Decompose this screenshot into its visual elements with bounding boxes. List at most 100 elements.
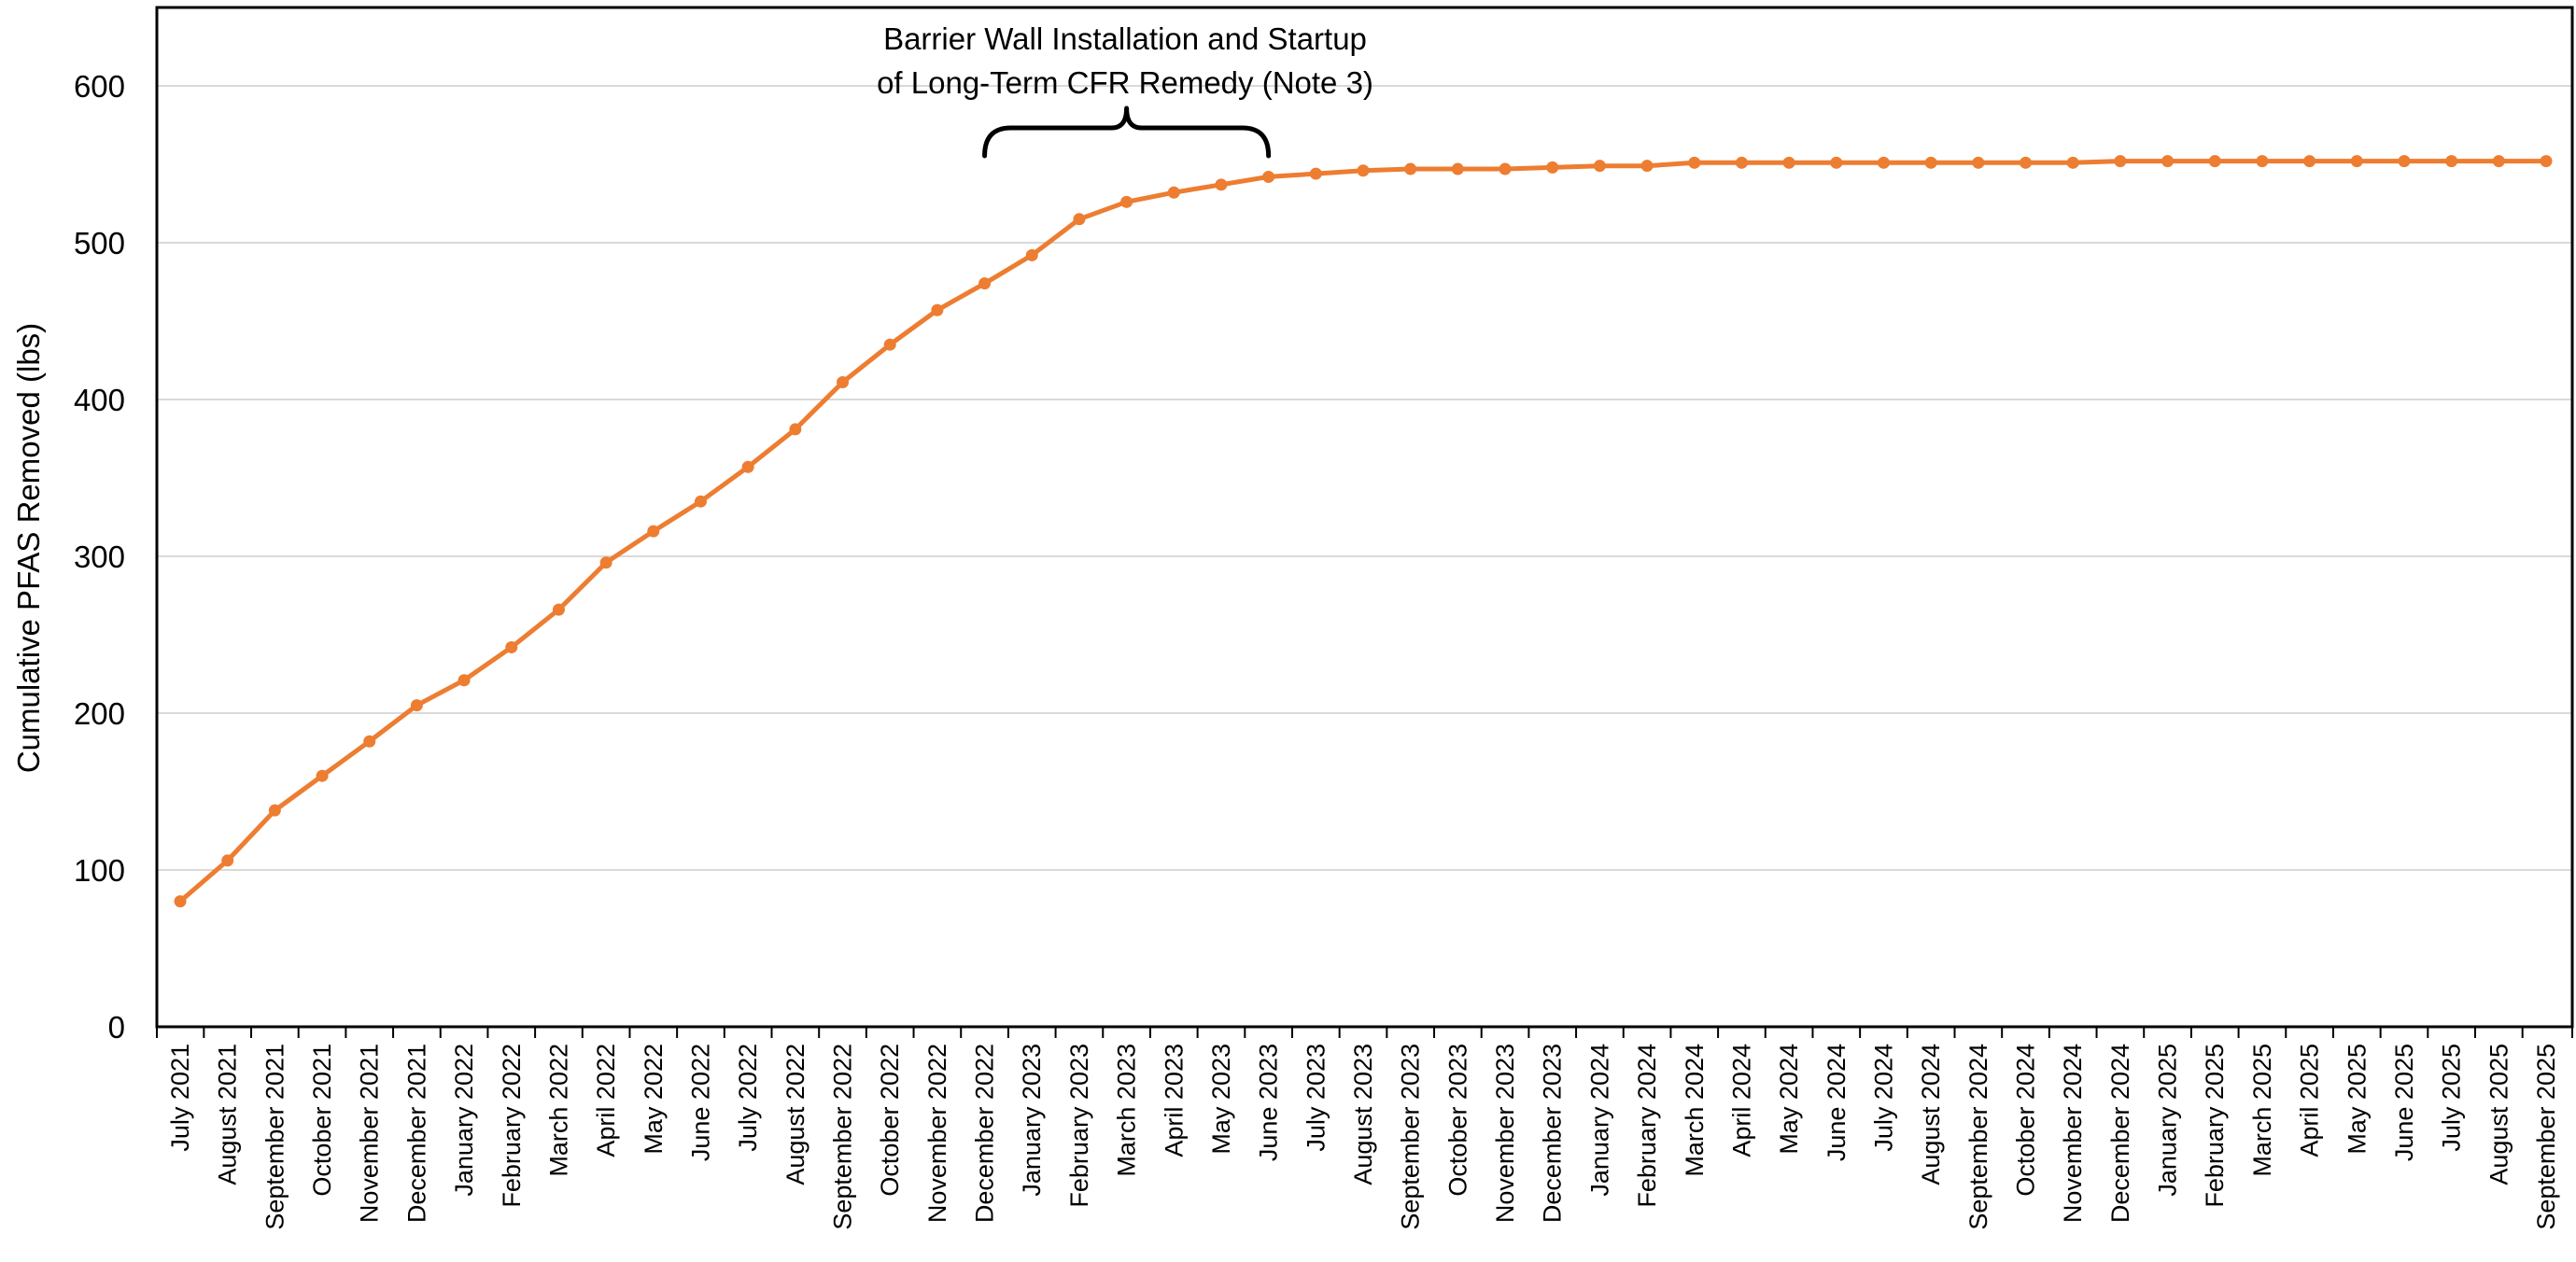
x-tick-label: January 2023 [1018, 1044, 1046, 1197]
data-point [2492, 155, 2505, 168]
x-tick-label: June 2024 [1823, 1044, 1851, 1161]
data-point [1924, 156, 1937, 169]
x-tick-label: June 2022 [686, 1044, 714, 1161]
x-tick-label: March 2022 [544, 1044, 572, 1177]
data-point [978, 277, 992, 290]
annotation: Barrier Wall Installation and Startup of … [877, 21, 1373, 159]
x-tick-label: May 2024 [1775, 1044, 1803, 1155]
annotation-text-line: Barrier Wall Installation and Startup [883, 21, 1367, 56]
data-point [221, 854, 234, 867]
y-axis-title: Cumulative PFAS Removed (lbs) [11, 323, 46, 773]
data-point [1357, 164, 1370, 177]
x-tick-label: February 2022 [498, 1044, 526, 1208]
data-point [1073, 213, 1086, 226]
x-tick-label: June 2023 [1255, 1044, 1283, 1161]
data-point [2066, 156, 2079, 169]
data-point [1215, 178, 1228, 191]
data-point [505, 640, 518, 653]
data-point [2350, 155, 2363, 168]
data-point [1593, 160, 1606, 173]
data-point [1546, 161, 1559, 174]
data-point [1404, 162, 1417, 175]
data-point [1025, 248, 1038, 261]
data-point [837, 376, 850, 389]
annotation-text-line: of Long-Term CFR Remedy (Note 3) [877, 65, 1373, 100]
x-tick-label: July 2021 [166, 1044, 194, 1152]
data-point [1499, 162, 1512, 175]
x-tick-label: August 2024 [1917, 1044, 1945, 1185]
data-point [883, 338, 896, 351]
x-tick-label: October 2022 [876, 1044, 904, 1197]
y-tick-label: 0 [108, 1010, 125, 1045]
data-point [1262, 170, 1275, 183]
y-tick-label: 200 [74, 696, 125, 731]
y-tick-label: 500 [74, 226, 125, 260]
data-point [647, 525, 660, 538]
x-tick-label: November 2023 [1491, 1044, 1519, 1223]
data-point [1877, 156, 1890, 169]
data-point [268, 804, 281, 817]
data-point [1830, 156, 1843, 169]
data-point [741, 460, 754, 473]
data-point [2540, 155, 2553, 168]
x-tick-label: May 2023 [1207, 1044, 1235, 1155]
data-point [1972, 156, 1985, 169]
x-tick-label: August 2023 [1349, 1044, 1377, 1185]
x-tick-label: February 2024 [1633, 1044, 1661, 1208]
x-tick-label: April 2025 [2296, 1044, 2324, 1157]
data-point [2020, 156, 2033, 169]
data-point [694, 495, 707, 508]
data-point [363, 735, 376, 748]
data-point [1640, 160, 1654, 173]
y-tick-label: 400 [74, 383, 125, 417]
x-tick-label: September 2022 [829, 1044, 857, 1230]
x-tick-label: May 2022 [640, 1044, 668, 1155]
x-tick-label: December 2024 [2106, 1044, 2134, 1223]
data-point [1688, 156, 1701, 169]
data-point [2161, 155, 2175, 168]
x-tick-label: April 2024 [1727, 1044, 1755, 1157]
x-tick-label: September 2023 [1397, 1044, 1425, 1230]
data-point [1782, 156, 1795, 169]
data-point [789, 423, 802, 436]
data-point [2445, 155, 2458, 168]
y-tick-label: 300 [74, 540, 125, 574]
x-tick-label: July 2023 [1302, 1044, 1330, 1152]
x-tick-label: April 2022 [592, 1044, 620, 1157]
data-point [316, 769, 329, 782]
data-point [599, 556, 612, 569]
data-point [2114, 155, 2127, 168]
data-point [1309, 167, 1322, 180]
data-point [174, 895, 187, 908]
x-tick-label: January 2024 [1585, 1044, 1613, 1197]
x-axis-ticks: July 2021 August 2021 September 2021 Octobe… [156, 1027, 2573, 1230]
y-tick-label: 100 [74, 853, 125, 888]
data-point [552, 603, 565, 616]
x-tick-label: March 2025 [2248, 1044, 2276, 1177]
data-point [410, 699, 423, 712]
x-tick-label: June 2025 [2390, 1044, 2418, 1161]
data-point [2208, 155, 2221, 168]
x-tick-label: December 2023 [1539, 1044, 1567, 1223]
x-tick-label: September 2024 [1964, 1044, 1992, 1230]
data-point [2303, 155, 2316, 168]
data-point [2398, 155, 2411, 168]
x-tick-label: July 2025 [2438, 1044, 2466, 1152]
data-point [457, 674, 471, 687]
x-tick-label: February 2023 [1065, 1044, 1093, 1208]
y-tick-label: 600 [74, 69, 125, 104]
x-tick-label: September 2025 [2532, 1044, 2560, 1230]
x-tick-label: March 2023 [1113, 1044, 1141, 1177]
x-tick-label: August 2022 [781, 1044, 809, 1185]
annotation-brace [982, 105, 1272, 159]
x-tick-label: August 2025 [2485, 1044, 2513, 1185]
x-tick-label: November 2024 [2059, 1044, 2087, 1223]
x-tick-label: November 2022 [923, 1044, 951, 1223]
data-point [2256, 155, 2269, 168]
x-tick-label: October 2021 [308, 1044, 336, 1197]
x-tick-label: August 2021 [214, 1044, 242, 1185]
x-tick-label: September 2021 [260, 1044, 289, 1230]
x-tick-label: November 2021 [356, 1044, 384, 1223]
